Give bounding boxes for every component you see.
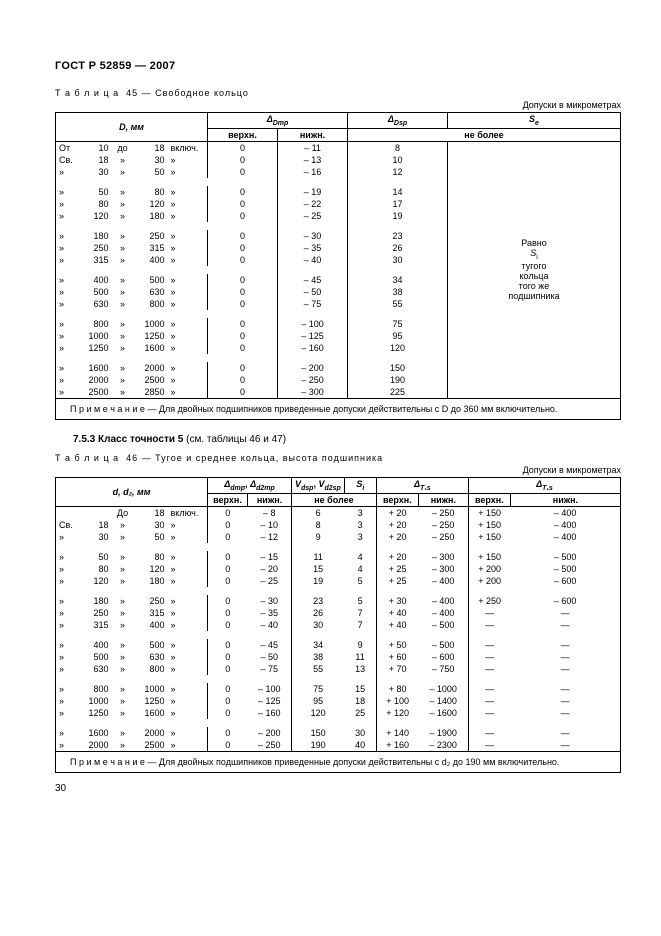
table46-label: Т а б л и ц а 46 — Тугое и среднее кольц…: [55, 453, 621, 463]
table45-label: Т а б л и ц а 45 — Свободное кольцо: [55, 88, 621, 98]
table45: D, мм ΔDmp ΔDsp Se верхн. нижн. не более…: [55, 112, 621, 420]
units-label-2: Допуски в микрометрах: [55, 465, 621, 475]
table45-note: П р и м е ч а н и е — Для двойных подшип…: [56, 398, 621, 419]
section-head: 7.5.3 Класс точности 5 (см. таблицы 46 и…: [73, 434, 621, 445]
table46-note: П р и м е ч а н и е — Для двойных подшип…: [56, 751, 621, 772]
doc-title: ГОСТ Р 52859 — 2007: [55, 60, 621, 72]
units-label-1: Допуски в микрометрах: [55, 100, 621, 110]
table46: d, d₂, мм Δdmp, Δd2mp Vdsp, Vd2sp Si ΔT₁…: [55, 477, 621, 773]
page-number: 30: [55, 783, 621, 794]
